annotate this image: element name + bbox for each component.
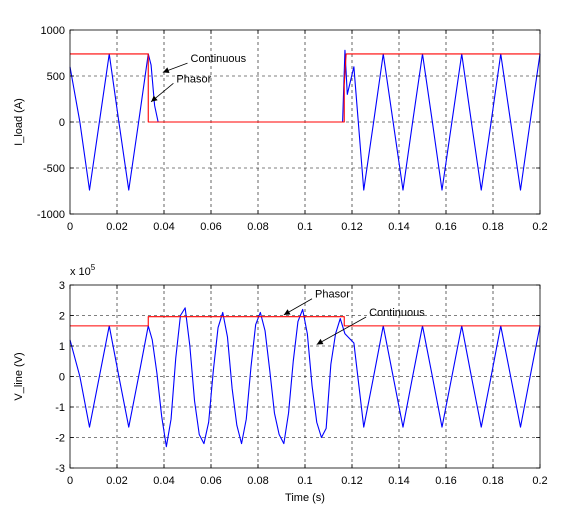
chart2-x-tick-label: 0.1 xyxy=(297,475,312,487)
chart2-panel: 0 0.02 0.04 0.06 0.08 0.1 0.12 0.14 0.16 0.18 0.2 -… xyxy=(13,263,548,504)
chart1-y-tick-label: -500 xyxy=(43,163,65,175)
chart2-x-tick-label: 0.06 xyxy=(200,475,221,487)
chart1-y-tick-label: 500 xyxy=(47,71,65,83)
chart1-series-continuous xyxy=(69,49,541,191)
chart1-x-tick-label: 0.2 xyxy=(532,221,547,233)
chart2-y-tick-label: 0 xyxy=(59,372,65,384)
chart2-y-multiplier: x 105 xyxy=(70,263,96,278)
chart2-series-continuous xyxy=(69,307,541,448)
chart2-x-tick-label: 0.18 xyxy=(482,475,503,487)
chart2-y-tick-label: -2 xyxy=(55,433,65,445)
chart2-y-tick-label: 3 xyxy=(59,280,65,292)
chart2-y-tick-label: -1 xyxy=(55,402,65,414)
chart2-y-tick-label: 1 xyxy=(59,341,65,353)
chart1-x-tick-label: 0.18 xyxy=(482,221,503,233)
chart1-x-tick-label: 0.02 xyxy=(106,221,127,233)
chart1-x-tick-label: 0.14 xyxy=(388,221,409,233)
chart1-y-tick-label: 1000 xyxy=(41,25,65,37)
chart1-x-tick-label: 0.04 xyxy=(153,221,174,233)
chart1-x-tick-label: 0.12 xyxy=(341,221,362,233)
chart1-y-tick-label: -1000 xyxy=(37,209,65,221)
chart1-y-tick-label: 0 xyxy=(59,117,65,129)
chart1-x-tick-label: 0.06 xyxy=(200,221,221,233)
chart2-x-tick-label: 0.2 xyxy=(532,475,547,487)
chart2-y-tick-label: -3 xyxy=(55,463,65,475)
chart2-x-tick-label: 0.02 xyxy=(106,475,127,487)
chart1-x-tick-label: 0 xyxy=(67,221,73,233)
chart1-panel: 0 0.02 0.04 0.06 0.08 0.1 0.12 0.14 0.16 0.18 0.2 -… xyxy=(13,25,548,233)
chart1-x-tick-label: 0.1 xyxy=(297,221,312,233)
chart2-x-tick-label: 0 xyxy=(67,475,73,487)
chart2-y-tick-label: 2 xyxy=(59,311,65,323)
chart1-annotation-continuous: Continuous xyxy=(191,53,247,65)
chart2-annotation-continuous: Continuous xyxy=(369,307,425,319)
chart2-annotation-arrow-head xyxy=(283,309,291,315)
chart2-y-axis-label: V_line (V) xyxy=(13,352,25,400)
chart2-annotation-phasor: Phasor xyxy=(315,289,350,301)
chart2-x-tick-label: 0.04 xyxy=(153,475,174,487)
chart1-series-phasor xyxy=(70,53,540,123)
chart2-x-tick-label: 0.16 xyxy=(435,475,456,487)
chart1-annotation-arrow-head xyxy=(162,67,170,74)
chart1-x-tick-label: 0.08 xyxy=(247,221,268,233)
chart2-x-axis-label: Time (s) xyxy=(285,492,325,504)
chart2-series-phasor xyxy=(70,316,540,327)
chart2-x-tick-label: 0.12 xyxy=(341,475,362,487)
chart2-x-tick-label: 0.08 xyxy=(247,475,268,487)
chart2-annotation-arrow-head xyxy=(316,338,324,345)
chart1-x-tick-label: 0.16 xyxy=(435,221,456,233)
chart1-annotation-phasor: Phasor xyxy=(176,73,211,85)
chart1-y-axis-label: I_load (A) xyxy=(13,98,25,146)
chart1-annotation-arrow-head xyxy=(151,95,158,102)
chart2-x-tick-label: 0.14 xyxy=(388,475,409,487)
chart2-annotation-arrow-line xyxy=(316,316,367,345)
